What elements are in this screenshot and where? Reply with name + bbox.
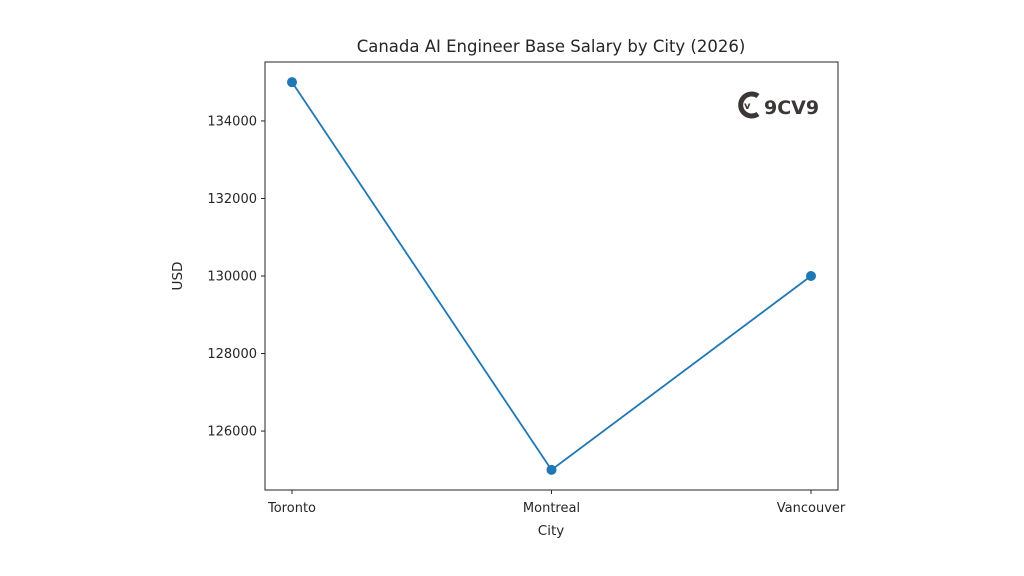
watermark-text: 9CV9 [764,97,819,119]
x-tick-label: Vancouver [777,501,846,516]
plot-area [264,61,839,491]
y-axis-ticks: 126000 128000 130000 132000 134000 [207,114,265,440]
y-tick-label: 132000 [207,192,257,207]
y-tick-label: 126000 [207,425,257,440]
x-tick-label: Montreal [523,501,580,516]
x-tick-label: Toronto [267,501,316,516]
y-tick-label: 130000 [207,270,257,285]
9cv9-logo-icon: v [738,91,760,119]
data-series [287,77,816,475]
chart-title: Canada AI Engineer Base Salary by City (… [357,37,746,56]
data-point-marker [287,77,297,88]
data-point-marker [806,271,816,281]
x-axis-ticks: Toronto Montreal Vancouver [267,490,846,516]
data-point-marker [546,464,557,475]
y-tick-label: 128000 [207,347,257,362]
x-axis-label: City [538,523,564,539]
y-tick-label: 134000 [207,114,257,129]
svg-text:v: v [744,101,751,112]
y-axis-label: USD [170,262,186,291]
watermark: v 9CV9 [738,91,819,119]
